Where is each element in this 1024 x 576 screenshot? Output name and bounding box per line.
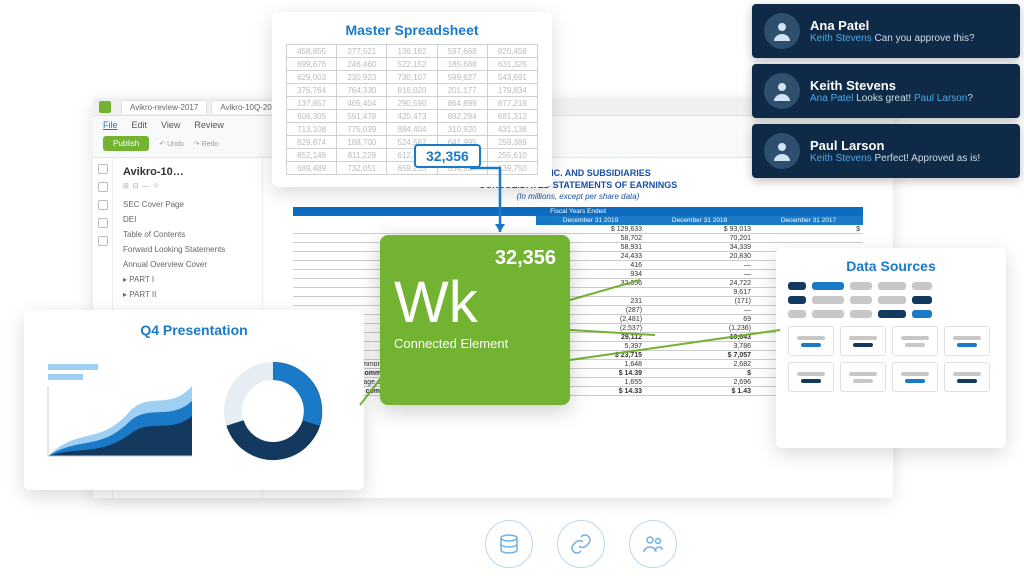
table-header: Fiscal Years Ended [293, 207, 863, 216]
comment-text: Keith Stevens Can you approve this? [810, 33, 975, 44]
panel-title: Q4 Presentation [40, 322, 348, 338]
commenter-name: Paul Larson [810, 138, 980, 153]
table-row: $ 129,633$ 93,013$ [293, 225, 863, 234]
app-logo-icon [99, 101, 111, 113]
q4-presentation-panel: Q4 Presentation [24, 310, 364, 490]
outline-item[interactable]: ▸ PART II [123, 287, 252, 302]
avatar [764, 73, 800, 109]
year-header: December 31 2018 [645, 216, 754, 225]
data-source-card[interactable] [944, 326, 990, 356]
bottom-icon-row [485, 520, 677, 568]
undo-button[interactable]: ↶ Undo [159, 140, 184, 148]
connected-element: 32,356 Wk Connected Element [380, 235, 570, 405]
menu-item[interactable]: View [161, 120, 180, 130]
outline-item[interactable]: Table of Contents [123, 227, 252, 242]
comment-text: Ana Patel Looks great! Paul Larson? [810, 93, 973, 104]
connected-value: 32,356 [394, 247, 556, 270]
link-icon[interactable] [557, 520, 605, 568]
rail-icon[interactable] [98, 164, 108, 174]
data-source-card[interactable] [788, 326, 834, 356]
publish-button[interactable]: Publish [103, 136, 149, 151]
menu-item[interactable]: Edit [132, 120, 148, 130]
data-source-card[interactable] [840, 326, 886, 356]
data-source-card[interactable] [892, 326, 938, 356]
year-header: December 31 2017 [754, 216, 863, 225]
panel-title: Master Spreadsheet [286, 22, 538, 38]
outline-item[interactable]: DEI [123, 212, 252, 227]
connected-label: Connected Element [394, 336, 556, 351]
comment[interactable]: Paul Larson Keith Stevens Perfect! Appro… [752, 124, 1020, 178]
outline-toolbar: ⊞ ⊟ — ⟐ [123, 182, 252, 191]
commenter-name: Keith Stevens [810, 78, 973, 93]
rail-icon[interactable] [98, 236, 108, 246]
spreadsheet-grid: 458,855277,521136,182597,668820,458699,6… [286, 44, 538, 175]
data-source-card[interactable] [788, 362, 834, 392]
outline-item[interactable]: ▸ PART I [123, 272, 252, 287]
doc-subheading: (In millions, except per share data) [517, 192, 640, 201]
rail-icon[interactable] [98, 218, 108, 228]
comment-text: Keith Stevens Perfect! Approved as is! [810, 153, 980, 164]
donut-chart [218, 356, 328, 466]
data-source-card[interactable] [840, 362, 886, 392]
rail-icon[interactable] [98, 182, 108, 192]
doc-title: Avikro-10… [123, 166, 252, 178]
area-chart [40, 356, 200, 466]
menu-item[interactable]: Review [194, 120, 224, 130]
data-source-cards [788, 326, 994, 392]
tab[interactable]: Avikro-review-2017 [121, 100, 207, 114]
outline-item[interactable]: Forward Looking Statements [123, 242, 252, 257]
outline-item[interactable]: Annual Overview Cover [123, 257, 252, 272]
master-spreadsheet-panel: Master Spreadsheet 458,855277,521136,182… [272, 12, 552, 187]
commenter-name: Ana Patel [810, 18, 975, 33]
year-header: December 31 2019 [536, 216, 645, 225]
database-icon[interactable] [485, 520, 533, 568]
outline-item[interactable]: SEC Cover Page [123, 197, 252, 212]
data-source-card[interactable] [892, 362, 938, 392]
data-sources-panel: Data Sources [776, 248, 1006, 448]
wk-logo: Wk [394, 274, 556, 332]
spreadsheet-callout: 32,356 [414, 144, 481, 168]
panel-title: Data Sources [788, 258, 994, 274]
comments-list: Ana Patel Keith Stevens Can you approve … [752, 4, 1020, 184]
redo-button[interactable]: ↷ Redo [194, 140, 219, 148]
table-row: 58,70270,201 [293, 234, 863, 243]
comment[interactable]: Ana Patel Keith Stevens Can you approve … [752, 4, 1020, 58]
avatar [764, 133, 800, 169]
people-icon[interactable] [629, 520, 677, 568]
rail-icon[interactable] [98, 200, 108, 210]
menu-item[interactable]: File [103, 120, 118, 130]
data-source-card[interactable] [944, 362, 990, 392]
avatar [764, 13, 800, 49]
comment[interactable]: Keith Stevens Ana Patel Looks great! Pau… [752, 64, 1020, 118]
